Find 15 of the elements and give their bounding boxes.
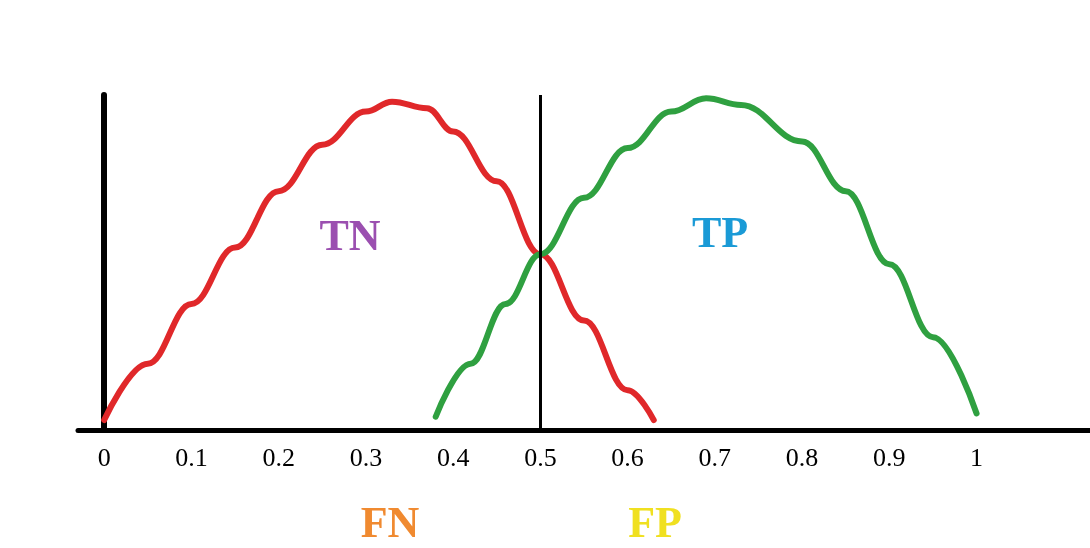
x-tick-label: 0.9 xyxy=(873,442,906,472)
x-tick-label: 0.7 xyxy=(698,442,732,472)
x-tick-label: 0.3 xyxy=(349,442,383,472)
text: FP xyxy=(628,497,682,547)
x-tick-label: 0.2 xyxy=(262,442,295,472)
x-tick-label: 0.1 xyxy=(175,442,208,472)
x-tick-label: 0.4 xyxy=(436,442,470,472)
x-tick-label: 0.6 xyxy=(611,442,644,472)
x-tick-label: 0 xyxy=(97,442,111,472)
x-tick-label: 0.8 xyxy=(785,442,819,472)
x-tick-label: 1 xyxy=(970,442,984,472)
annotation: TN xyxy=(319,210,381,260)
annotation: TP xyxy=(691,207,749,257)
x-tick-label: 0.5 xyxy=(524,442,557,472)
text: FN xyxy=(360,497,420,547)
